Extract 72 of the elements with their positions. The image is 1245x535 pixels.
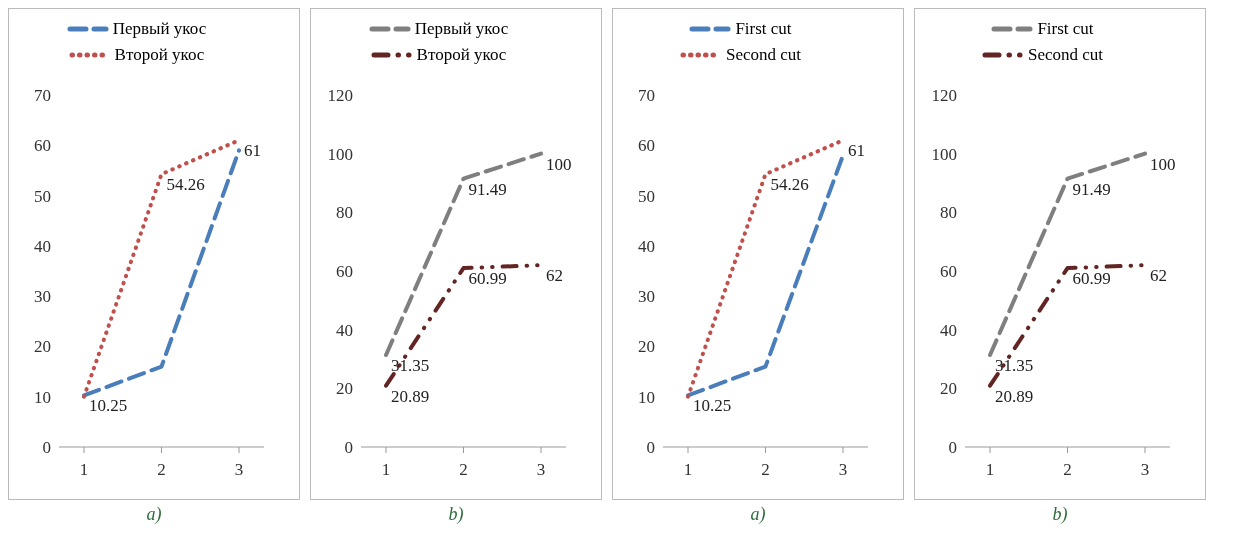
y-tick-label: 80 [940, 203, 957, 223]
y-tick-label: 20 [638, 337, 655, 357]
y-tick-label: 100 [327, 144, 353, 164]
legend-label: Первый укос [414, 19, 509, 39]
x-axis-title: a) [146, 504, 162, 525]
data-label: 60.99 [468, 269, 507, 289]
y-tick-label: 20 [336, 379, 353, 399]
y-tick-label: 40 [638, 236, 655, 256]
x-axis-title: a) [750, 504, 766, 525]
data-label: 31.35 [391, 356, 430, 376]
y-tick-label: 60 [638, 136, 655, 156]
x-tick-label: 2 [1063, 460, 1072, 480]
data-label: 20.89 [995, 386, 1034, 406]
x-tick-label: 3 [234, 460, 244, 480]
y-tick-label: 0 [646, 438, 655, 458]
y-tick-label: 40 [940, 320, 957, 340]
x-axis-title: b) [1052, 504, 1068, 525]
data-label: 10.25 [89, 396, 128, 416]
y-tick-label: 0 [42, 438, 51, 458]
data-label: 100 [546, 154, 572, 174]
y-tick-label: 60 [336, 262, 353, 282]
y-tick-label: 120 [931, 86, 957, 106]
x-tick-label: 1 [79, 460, 89, 480]
y-tick-label: 30 [638, 287, 655, 307]
y-tick-label: 70 [34, 86, 51, 106]
data-label: 60.99 [1072, 269, 1111, 289]
y-tick-label: 20 [34, 337, 51, 357]
x-tick-label: 2 [761, 460, 770, 480]
x-tick-label: 1 [985, 460, 995, 480]
legend-label: First cut [1037, 19, 1094, 39]
y-tick-label: 70 [638, 86, 655, 106]
y-tick-label: 0 [344, 438, 353, 458]
x-tick-label: 2 [459, 460, 468, 480]
legend-label: Первый укос [112, 19, 207, 39]
data-label: 62 [1150, 266, 1167, 286]
x-tick-label: 2 [157, 460, 166, 480]
y-tick-label: 60 [940, 262, 957, 282]
data-label: 10.25 [693, 396, 732, 416]
legend-label: Второй укос [416, 45, 507, 65]
y-tick-label: 60 [34, 136, 51, 156]
legend-label: First cut [735, 19, 792, 39]
data-label: 20.89 [391, 386, 430, 406]
legend-label: Second cut [1027, 45, 1104, 65]
data-label: 62 [546, 266, 563, 286]
y-tick-label: 120 [327, 86, 353, 106]
x-tick-label: 1 [683, 460, 693, 480]
y-tick-label: 50 [34, 186, 51, 206]
x-tick-label: 1 [381, 460, 391, 480]
y-tick-label: 80 [336, 203, 353, 223]
data-label: 91.49 [1072, 179, 1111, 199]
data-label: 54.26 [166, 175, 205, 195]
y-tick-label: 40 [336, 320, 353, 340]
y-tick-label: 30 [34, 287, 51, 307]
y-tick-label: 20 [940, 379, 957, 399]
y-tick-label: 0 [948, 438, 957, 458]
data-label: 31.35 [995, 356, 1034, 376]
data-label: 54.26 [770, 175, 809, 195]
x-axis-title: b) [448, 504, 464, 525]
data-label: 100 [1150, 154, 1176, 174]
y-tick-label: 40 [34, 236, 51, 256]
x-tick-label: 3 [536, 460, 546, 480]
legend-label: Второй укос [114, 45, 205, 65]
data-label: 61 [848, 141, 865, 161]
y-tick-label: 10 [638, 387, 655, 407]
y-tick-label: 100 [931, 144, 957, 164]
data-label: 91.49 [468, 179, 507, 199]
x-tick-label: 3 [838, 460, 848, 480]
data-label: 61 [244, 141, 261, 161]
legend-label: Second cut [725, 45, 802, 65]
x-tick-label: 3 [1140, 460, 1150, 480]
y-tick-label: 10 [34, 387, 51, 407]
y-tick-label: 50 [638, 186, 655, 206]
